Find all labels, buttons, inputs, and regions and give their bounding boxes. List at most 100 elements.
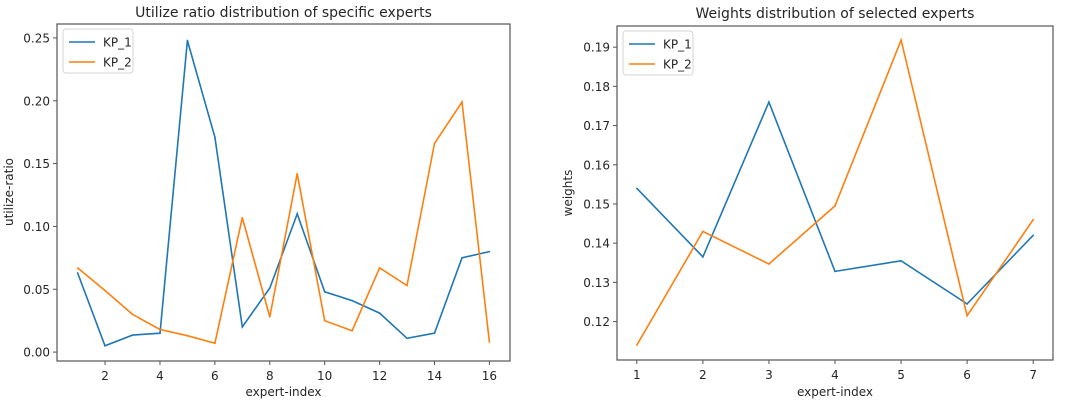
plot-area <box>636 37 1034 346</box>
data-point <box>323 290 326 293</box>
data-point <box>76 272 79 274</box>
data-point <box>834 270 836 273</box>
y-tick-label: 0.19 <box>583 41 610 55</box>
y-tick-label: 0.25 <box>23 31 50 45</box>
data-point <box>966 314 968 317</box>
y-axis: 0.12 0.13 0.14 0.15 0.16 0.17 0.18 0.19 <box>583 41 617 329</box>
data-point <box>323 319 326 322</box>
data-point <box>1032 234 1034 237</box>
data-point <box>406 337 408 340</box>
legend: KP_1 KP_2 <box>62 28 134 74</box>
data-point <box>76 267 79 269</box>
legend-label: KP_1 <box>103 36 132 50</box>
x-tick-label: 14 <box>427 369 442 383</box>
series-line-kp-1 <box>76 40 490 347</box>
series-line-kp-1 <box>636 99 1034 305</box>
y-tick-label: 0.10 <box>23 220 50 234</box>
data-point <box>214 342 216 345</box>
data-point <box>834 205 836 207</box>
data-point <box>406 284 408 287</box>
data-point <box>900 39 902 41</box>
data-point <box>351 299 353 302</box>
x-tick-label: 3 <box>765 368 773 382</box>
x-tick-label: 12 <box>372 369 387 383</box>
data-point <box>186 39 189 42</box>
data-point <box>378 267 381 269</box>
plot-area <box>76 39 491 347</box>
chart-title: Utilize ratio distribution of specific e… <box>135 5 432 21</box>
data-point <box>214 136 216 139</box>
y-tick-label: 0.13 <box>583 276 610 290</box>
data-point <box>186 334 189 337</box>
data-point <box>104 344 106 347</box>
data-point <box>241 326 244 328</box>
x-tick-label: 6 <box>963 368 971 382</box>
data-point <box>159 328 161 331</box>
x-tick-label: 5 <box>897 368 905 382</box>
data-point <box>636 187 638 190</box>
x-tick-label: 10 <box>317 369 332 383</box>
chart-title: Weights distribution of selected experts <box>696 6 975 22</box>
x-tick-label: 4 <box>156 369 164 383</box>
data-point <box>159 332 161 335</box>
data-point <box>702 256 704 258</box>
data-point <box>966 303 968 305</box>
data-point <box>104 289 106 292</box>
legend-label: KP_1 <box>663 38 692 52</box>
data-point <box>296 213 299 215</box>
y-tick-label: 0.15 <box>583 197 610 211</box>
data-point <box>461 101 463 103</box>
x-tick-label: 2 <box>101 369 109 383</box>
y-axis: 0.00 0.05 0.10 0.15 0.20 0.25 <box>23 31 57 360</box>
data-point <box>461 257 463 259</box>
data-point <box>131 313 134 316</box>
series-line-kp-2 <box>77 99 491 345</box>
y-tick-label: 0.16 <box>583 158 610 172</box>
data-point <box>268 287 271 289</box>
y-tick-label: 0.05 <box>23 283 50 297</box>
axes-frame <box>616 25 1054 361</box>
data-point <box>296 172 299 175</box>
y-axis-label: weights <box>561 170 575 217</box>
x-tick-label: 8 <box>266 369 274 383</box>
x-axis: 2 4 6 8 10 12 14 16 <box>101 361 497 383</box>
y-axis-label: utilize-ratio <box>2 158 16 226</box>
data-point <box>268 316 271 318</box>
data-point <box>378 312 381 314</box>
data-point <box>241 216 244 219</box>
data-point <box>636 344 638 346</box>
data-point <box>131 334 134 336</box>
x-tick-label: 6 <box>211 369 219 383</box>
weights-chart: Weights distribution of selected experts… <box>561 6 1054 399</box>
legend: KP_1 KP_2 <box>622 30 694 76</box>
data-point <box>351 329 353 332</box>
series-line-kp-2 <box>636 37 1034 346</box>
y-tick-label: 0.00 <box>23 346 50 360</box>
data-point <box>433 332 436 335</box>
y-tick-label: 0.20 <box>23 94 50 108</box>
data-point <box>488 341 491 343</box>
y-tick-label: 0.12 <box>583 315 610 329</box>
legend-label: KP_2 <box>103 56 132 70</box>
y-tick-label: 0.15 <box>23 157 50 171</box>
x-axis-label: expert-index <box>245 385 321 399</box>
data-point <box>768 263 770 265</box>
data-point <box>702 230 704 233</box>
x-tick-label: 4 <box>831 368 839 382</box>
y-tick-label: 0.14 <box>583 237 610 251</box>
y-tick-label: 0.17 <box>583 119 610 133</box>
data-point <box>1032 218 1034 221</box>
data-point <box>488 250 491 253</box>
data-point <box>433 142 436 145</box>
data-point <box>768 101 770 103</box>
x-tick-label: 16 <box>482 369 497 383</box>
x-axis-label: expert-index <box>797 385 873 399</box>
y-tick-label: 0.18 <box>583 80 610 94</box>
axes-frame <box>56 23 511 362</box>
utilize-ratio-chart: Utilize ratio distribution of specific e… <box>2 5 511 399</box>
legend-label: KP_2 <box>663 58 692 72</box>
x-axis: 1 2 3 4 5 6 7 <box>633 360 1037 382</box>
data-point <box>900 260 902 262</box>
x-tick-label: 2 <box>699 368 707 382</box>
